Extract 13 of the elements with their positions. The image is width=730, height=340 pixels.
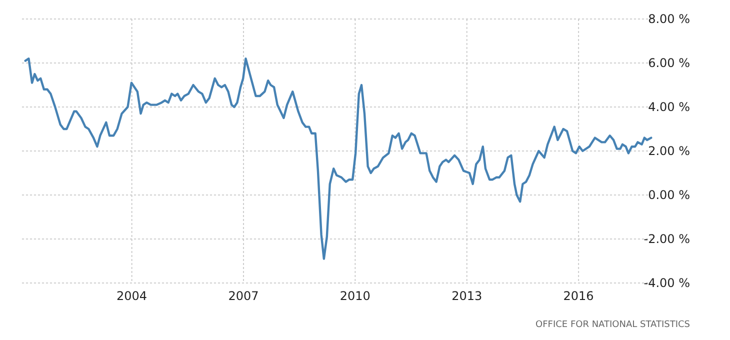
y-tick-label: 6.00 % <box>648 56 690 70</box>
y-tick-label: 4.00 % <box>648 100 690 114</box>
y-tick-label: 0.00 % <box>648 188 690 202</box>
y-tick-label: 8.00 % <box>648 12 690 26</box>
x-tick-label: 2013 <box>452 289 482 303</box>
x-tick-label: 2010 <box>340 289 370 303</box>
x-tick-label: 2004 <box>116 289 148 303</box>
y-tick-label: 2.00 % <box>648 144 690 158</box>
x-tick-label: 2016 <box>563 289 594 303</box>
text: OFFICE FOR NATIONAL STATISTICS <box>536 320 690 330</box>
x-tick-label: 2007 <box>228 289 259 303</box>
y-tick-label: -2.00 % <box>644 232 690 246</box>
y-tick-label: -4.00 % <box>644 276 690 290</box>
